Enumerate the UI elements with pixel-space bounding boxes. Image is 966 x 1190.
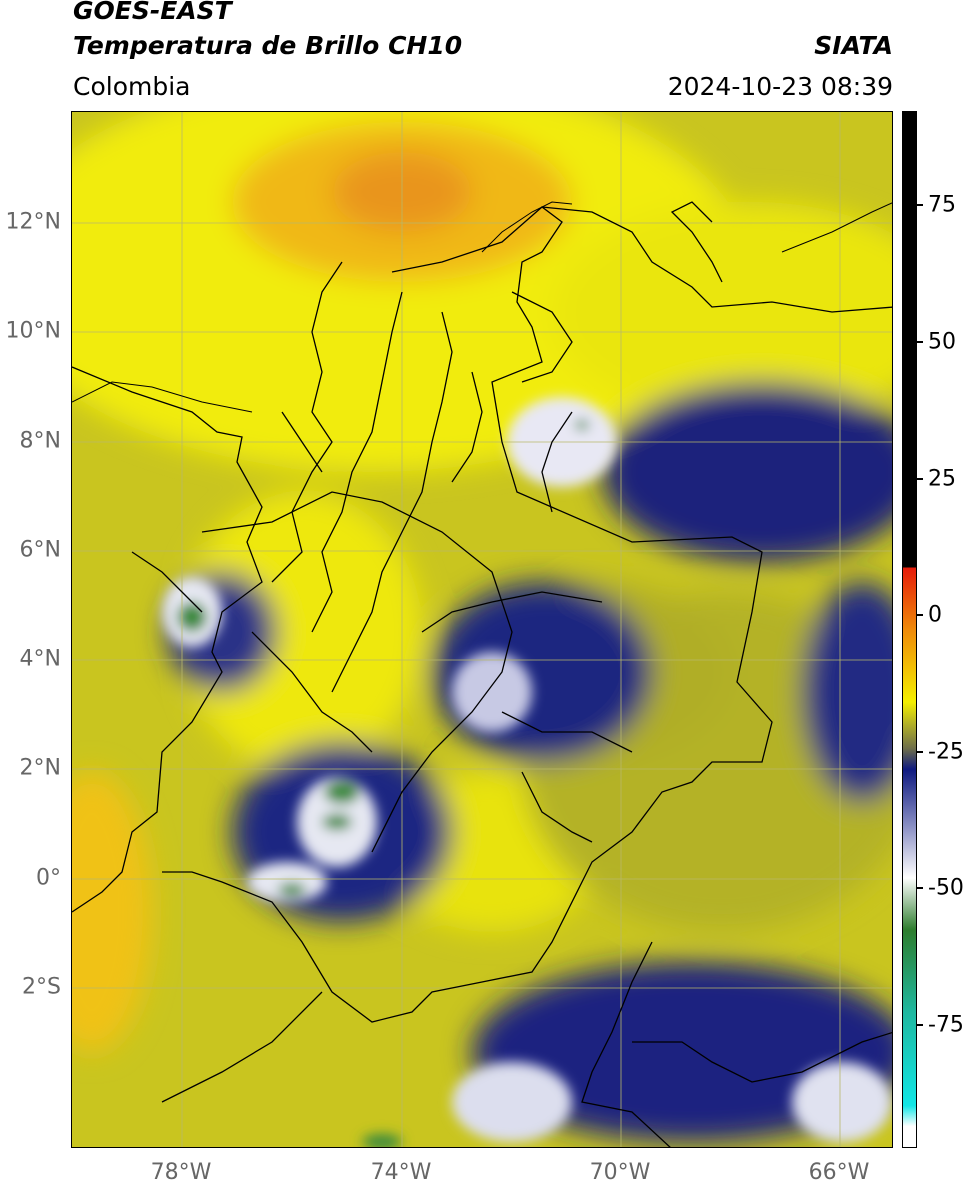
lat-label: 8°N — [19, 428, 61, 454]
colorbar — [902, 111, 917, 1148]
coastline — [72, 201, 892, 413]
colorbar-tick — [917, 751, 923, 753]
lat-label: 10°N — [5, 318, 61, 344]
colorbar-label: -25 — [928, 739, 964, 765]
colorbar-label: 0 — [928, 602, 942, 628]
colorbar-tick — [917, 1024, 923, 1026]
colorbar-tick — [917, 204, 923, 206]
map-canvas — [72, 112, 892, 1147]
region-label: Colombia — [73, 72, 191, 101]
lat-label: 2°N — [19, 755, 61, 781]
datetime-label: 2024-10-23 08:39 — [667, 72, 893, 101]
lon-label: 78°W — [150, 1160, 212, 1185]
satellite-title: GOES-EAST — [73, 0, 232, 25]
cold-cloud-tops — [162, 397, 892, 1147]
colorbar-label: -75 — [928, 1012, 964, 1038]
satellite-map[interactable] — [71, 111, 893, 1148]
product-title: Temperatura de Brillo CH10 — [73, 31, 463, 60]
colorbar-label: 50 — [928, 329, 956, 355]
colorbar-label: 75 — [928, 192, 956, 218]
lat-label: 2°S — [22, 974, 61, 1000]
colorbar-tick — [917, 614, 923, 616]
graticule — [72, 112, 892, 1147]
lon-label: 74°W — [370, 1160, 432, 1185]
colorbar-tick — [917, 341, 923, 343]
lon-label: 66°W — [808, 1160, 870, 1185]
colorbar-tick — [917, 887, 923, 889]
colorbar-tick — [917, 478, 923, 480]
borders — [72, 201, 892, 1147]
brand-label: SIATA — [814, 31, 893, 60]
lat-label: 4°N — [19, 646, 61, 672]
lat-label: 12°N — [5, 209, 61, 235]
lat-label: 0° — [36, 865, 61, 891]
lon-label: 70°W — [589, 1160, 651, 1185]
colorbar-label: -50 — [928, 875, 964, 901]
lat-label: 6°N — [19, 537, 61, 563]
colorbar-label: 25 — [928, 466, 956, 492]
